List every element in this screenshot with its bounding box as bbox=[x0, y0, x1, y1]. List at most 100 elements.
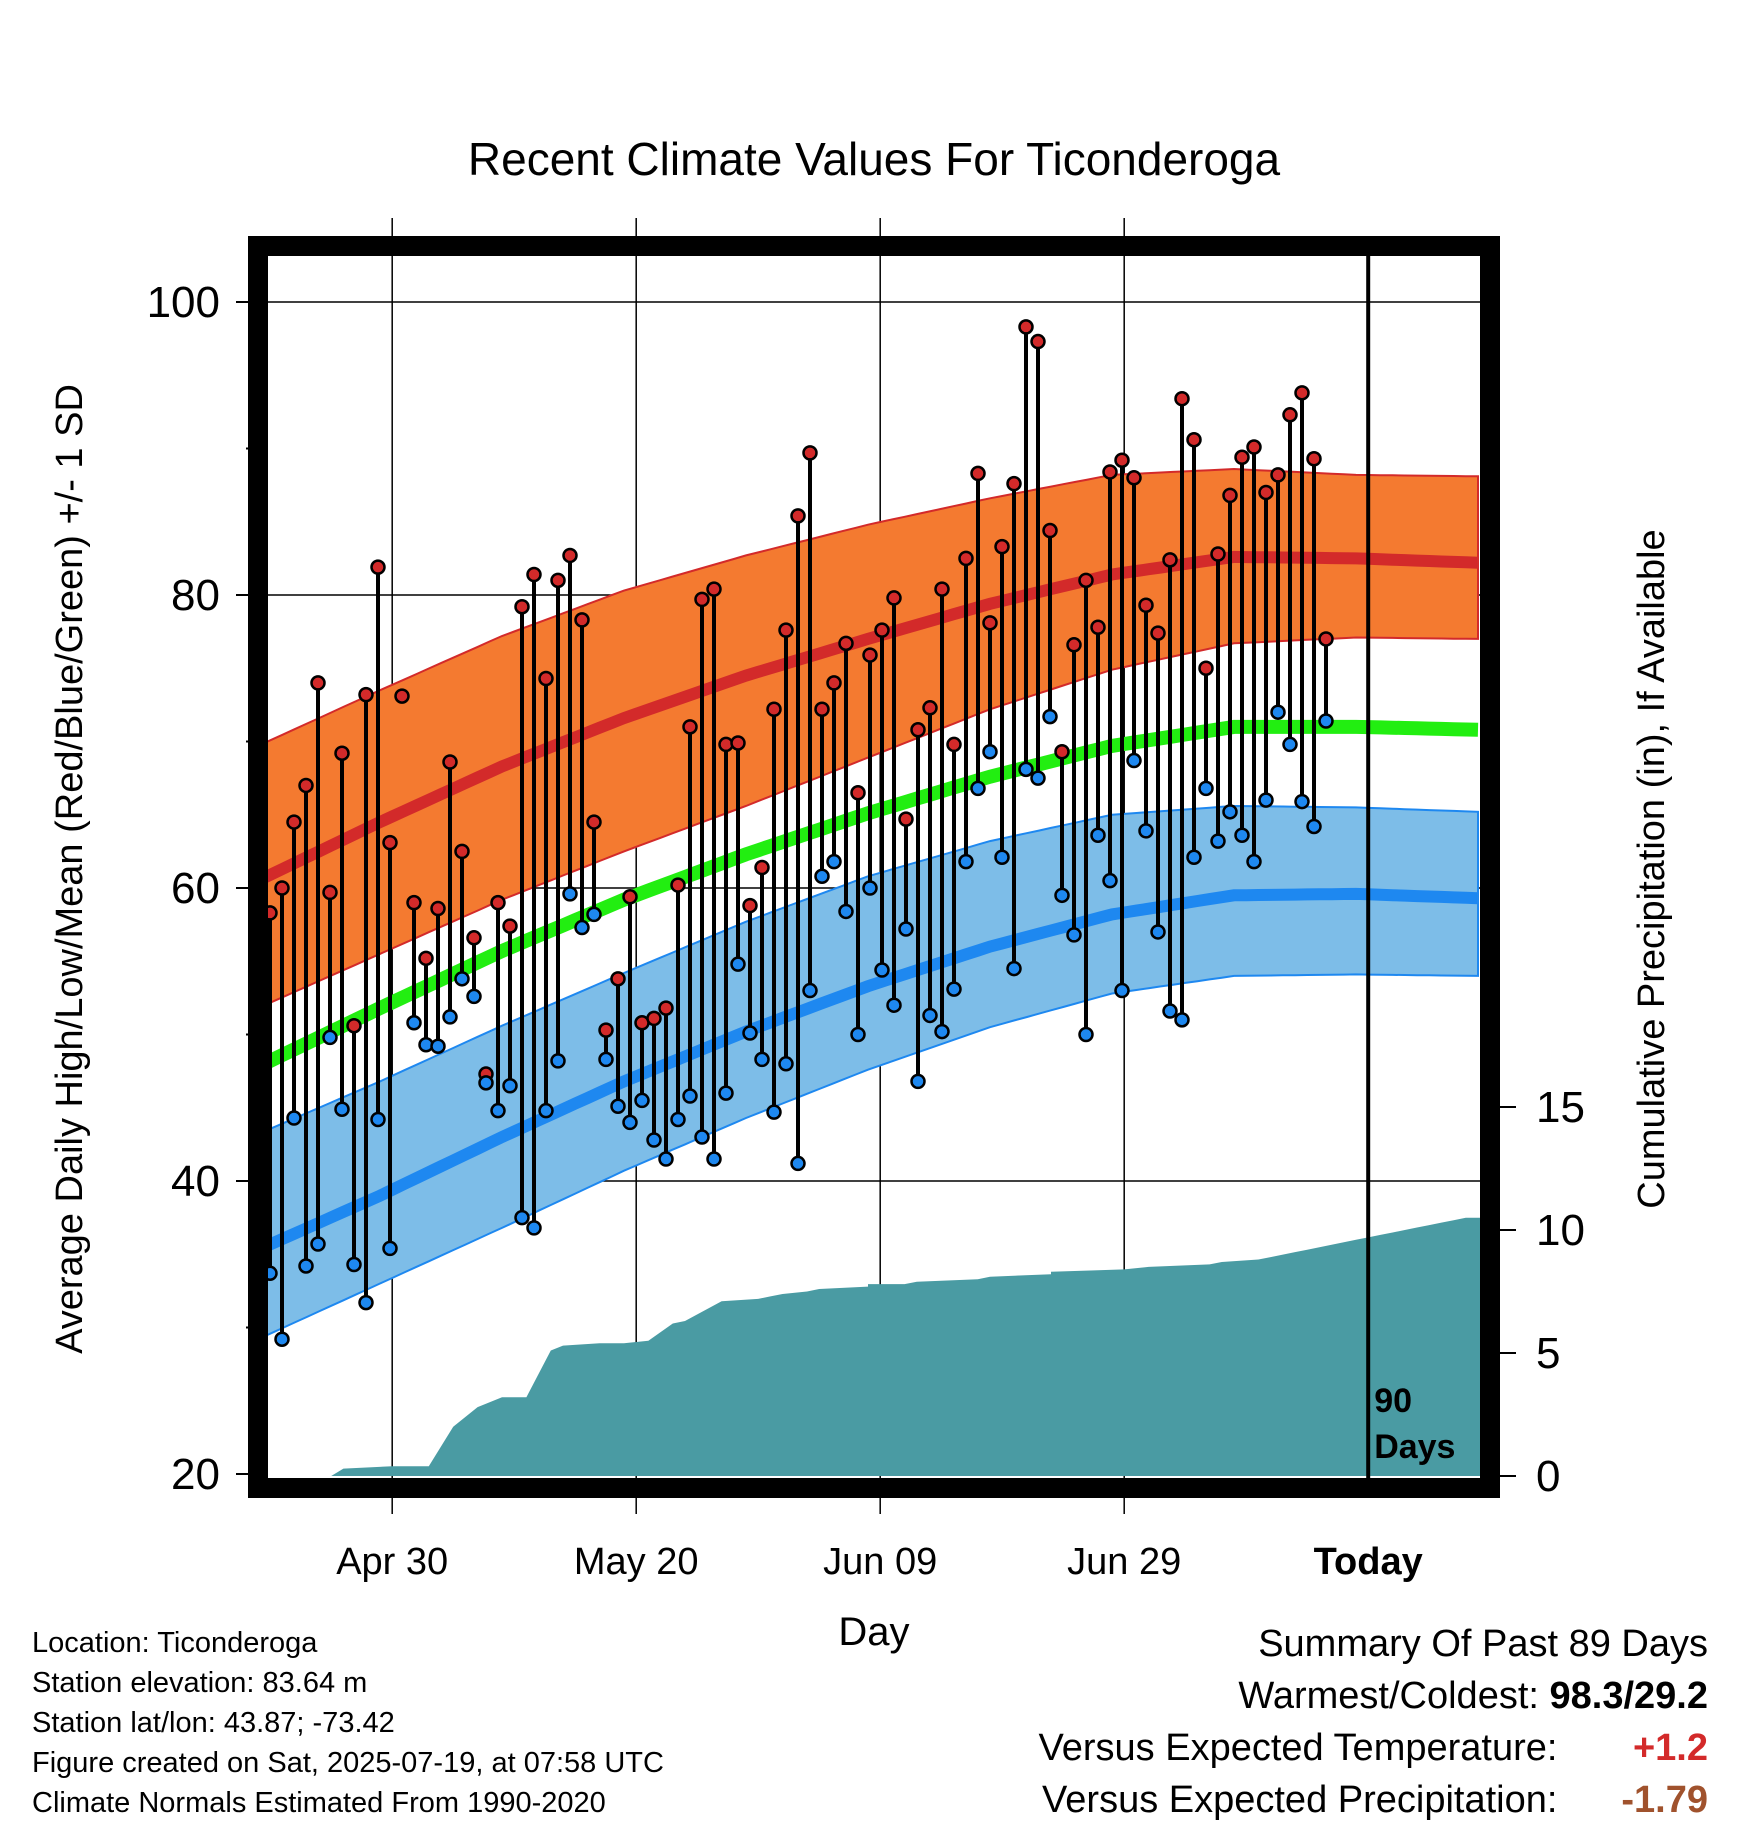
precip-label: Versus Expected Precipitation: bbox=[1042, 1779, 1558, 1821]
daily-low-point bbox=[466, 988, 482, 1005]
high-mean-line bbox=[268, 550, 1479, 883]
daily-low-point bbox=[598, 1051, 614, 1068]
y-tick-label: 60 bbox=[171, 864, 220, 913]
today-days-word: Days bbox=[1374, 1428, 1455, 1466]
daily-low-point bbox=[1162, 1003, 1178, 1019]
daily-low-point bbox=[790, 1155, 806, 1172]
daily-high-point bbox=[598, 1022, 614, 1038]
y2-axis-label: Cumulative Precipitation (in), If Availa… bbox=[1631, 529, 1673, 1208]
daily-high-point bbox=[1318, 631, 1334, 647]
daily-high-point bbox=[838, 635, 854, 652]
daily-high-point bbox=[334, 745, 350, 761]
daily-high-point bbox=[1138, 597, 1154, 614]
daily-high-point bbox=[622, 889, 638, 905]
daily-high-point bbox=[670, 877, 686, 893]
daily-high-point bbox=[742, 897, 758, 914]
daily-low-point bbox=[946, 981, 962, 997]
daily-low-point bbox=[778, 1056, 794, 1072]
daily-high-point bbox=[610, 971, 626, 987]
temp-label: Versus Expected Temperature: bbox=[1038, 1727, 1558, 1769]
x-axis-label: Day bbox=[838, 1610, 909, 1654]
plot-frame bbox=[248, 236, 1500, 1498]
daily-low-point bbox=[1030, 770, 1046, 786]
daily-low-point bbox=[1210, 833, 1226, 849]
daily-low-point bbox=[862, 880, 878, 896]
daily-low-point bbox=[526, 1220, 542, 1236]
daily-low-point bbox=[622, 1114, 638, 1131]
daily-high-point bbox=[1186, 431, 1202, 448]
daily-low-point bbox=[310, 1236, 326, 1252]
daily-high-point bbox=[526, 566, 542, 583]
daily-low-point bbox=[658, 1151, 674, 1167]
daily-low-point bbox=[334, 1101, 350, 1117]
daily-low-point bbox=[982, 744, 998, 760]
daily-low-point bbox=[670, 1111, 686, 1128]
daily-high-point bbox=[946, 736, 962, 753]
daily-low-point bbox=[682, 1088, 698, 1104]
daily-high-point bbox=[1270, 467, 1286, 483]
daily-low-point bbox=[886, 997, 902, 1013]
daily-high-point bbox=[394, 688, 410, 704]
y2-tick-label: 0 bbox=[1536, 1452, 1560, 1501]
daily-low-point bbox=[766, 1104, 782, 1120]
daily-low-point bbox=[646, 1132, 662, 1148]
x-tick-label: Jun 09 bbox=[823, 1541, 937, 1583]
daily-high-point bbox=[994, 538, 1010, 555]
summary-title: Summary Of Past 89 Days bbox=[1258, 1623, 1708, 1665]
summary-warm-cold: Warmest/Coldest: 98.3/29.2 bbox=[1238, 1675, 1708, 1718]
normals-group bbox=[268, 467, 1480, 1476]
daily-low-point bbox=[610, 1098, 626, 1115]
temp-value: +1.2 bbox=[1632, 1727, 1708, 1769]
low-mean-line bbox=[268, 887, 1479, 1252]
daily-high-point bbox=[694, 591, 710, 608]
daily-high-point bbox=[1210, 546, 1226, 562]
x-tick-label: Today bbox=[1314, 1541, 1423, 1583]
summary-precip: Versus Expected Precipitation: -1.79 bbox=[1042, 1779, 1708, 1822]
y2-tick-label: 15 bbox=[1536, 1083, 1585, 1132]
daily-low-point bbox=[634, 1092, 650, 1109]
daily-low-point bbox=[550, 1053, 566, 1069]
daily-high-point bbox=[646, 1010, 662, 1027]
daily-high-point bbox=[1294, 385, 1310, 401]
daily-high-point bbox=[382, 834, 398, 851]
daily-high-point bbox=[514, 598, 530, 615]
daily-high-point bbox=[466, 930, 482, 946]
daily-high-point bbox=[730, 735, 746, 751]
daily-high-point bbox=[934, 581, 950, 597]
daily-low-point bbox=[454, 971, 470, 987]
y-tick-label: 40 bbox=[171, 1157, 220, 1206]
daily-low-point bbox=[814, 868, 830, 885]
daily-high-point bbox=[502, 918, 518, 934]
daily-low-point bbox=[1126, 752, 1142, 769]
daily-low-point bbox=[850, 1026, 866, 1043]
daily-high-point bbox=[790, 508, 806, 524]
daily-high-point bbox=[322, 884, 338, 901]
daily-high-point bbox=[298, 777, 314, 794]
daily-high-point bbox=[898, 811, 914, 827]
daily-low-point bbox=[1102, 872, 1118, 889]
daily-low-point bbox=[706, 1151, 722, 1167]
daily-high-point bbox=[1090, 619, 1106, 635]
daily-high-point bbox=[1162, 552, 1178, 568]
daily-low-point bbox=[286, 1110, 302, 1126]
daily-high-point bbox=[970, 465, 986, 482]
daily-low-point bbox=[730, 956, 746, 972]
summary-temp: Versus Expected Temperature: +1.2 bbox=[1039, 1727, 1708, 1770]
daily-high-point bbox=[490, 894, 506, 911]
daily-high-point bbox=[814, 701, 830, 718]
chart-title: Recent Climate Values For Ticonderoga bbox=[468, 133, 1281, 185]
warm-cold-value: 98.3/29.2 bbox=[1549, 1675, 1708, 1717]
daily-low-point bbox=[994, 849, 1010, 865]
daily-high-point bbox=[850, 785, 866, 801]
daily-low-point bbox=[826, 853, 842, 870]
daily-high-point bbox=[862, 647, 878, 663]
daily-high-point bbox=[658, 1000, 674, 1016]
info-latlon: Station lat/lon: 43.87; -73.42 bbox=[32, 1707, 395, 1739]
x-tick-label: May 20 bbox=[574, 1541, 699, 1583]
daily-high-point bbox=[1006, 475, 1022, 492]
daily-high-point bbox=[922, 700, 938, 716]
daily-low-point bbox=[574, 919, 590, 936]
daily-low-point bbox=[1270, 704, 1286, 720]
info-created: Figure created on Sat, 2025-07-19, at 07… bbox=[32, 1747, 664, 1779]
daily-low-point bbox=[538, 1102, 554, 1119]
